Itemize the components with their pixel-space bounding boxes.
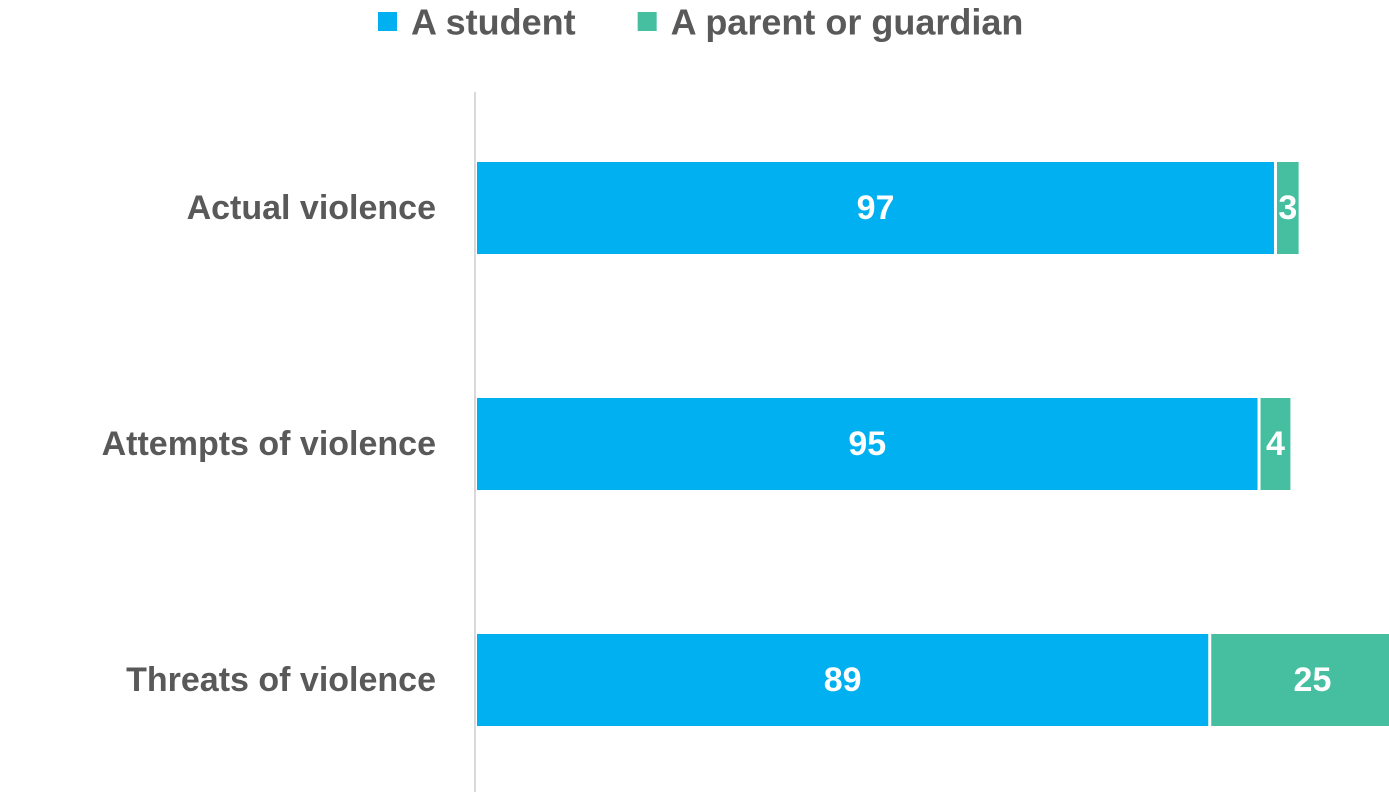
legend-item-a-parent-or-guardian: A parent or guardian (637, 2, 1024, 43)
bar-a-student-actual-violence (477, 162, 1274, 254)
legend-item-a-student: A student (378, 2, 576, 43)
data-label-a-parent-or-guardian-threats-of-violence: 25 (1294, 661, 1332, 699)
category-label-attempts-of-violence: Attempts of violence (102, 425, 436, 463)
category-label-actual-violence: Actual violence (187, 189, 436, 227)
legend: A student A parent or guardian (378, 2, 1023, 43)
bar-a-parent-or-guardian-attempts-of-violence (1260, 398, 1291, 490)
legend-swatch-a-parent-or-guardian (637, 12, 657, 31)
data-labels: 97 3 95 4 89 25 (824, 189, 1332, 699)
legend-label-a-student: A student (411, 2, 576, 43)
data-label-a-student-attempts-of-violence: 95 (848, 425, 886, 463)
bar-a-student-threats-of-violence (477, 634, 1209, 726)
bars (477, 162, 1389, 726)
category-label-threats-of-violence: Threats of violence (126, 661, 436, 699)
data-label-a-student-threats-of-violence: 89 (824, 661, 862, 699)
data-label-a-student-actual-violence: 97 (857, 189, 895, 227)
data-label-a-parent-or-guardian-actual-violence: 3 (1278, 189, 1297, 227)
legend-swatch-a-student (378, 12, 397, 31)
legend-label-a-parent-or-guardian: A parent or guardian (671, 2, 1024, 43)
category-labels: Actual violence Attempts of violence Threa… (102, 189, 436, 699)
bar-a-student-attempts-of-violence (477, 398, 1258, 490)
data-label-a-parent-or-guardian-attempts-of-violence: 4 (1266, 425, 1285, 463)
bar-a-parent-or-guardian-actual-violence (1276, 162, 1299, 254)
bar-a-parent-or-guardian-threats-of-violence (1211, 634, 1389, 726)
